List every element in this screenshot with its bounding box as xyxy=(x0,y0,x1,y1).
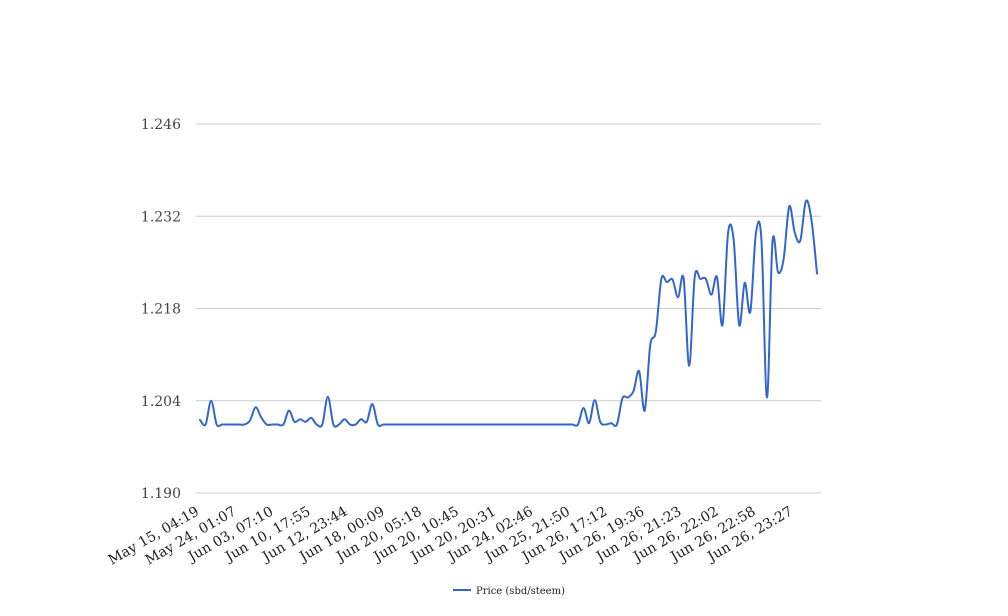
series-layer xyxy=(199,199,818,428)
legend[interactable]: Price (sbd/steem) xyxy=(453,586,565,597)
legend-label: Price (sbd/steem) xyxy=(476,586,565,597)
y-tick-label: 1.204 xyxy=(141,394,181,410)
y-tick-label: 1.232 xyxy=(141,209,181,225)
y-tick-label: 1.218 xyxy=(141,302,181,318)
x-axis-tick-labels: May 15, 04:19 May 24, 01:07 Jun 03, 07:1… xyxy=(106,504,796,569)
y-tick-label: 1.246 xyxy=(141,117,181,133)
grid-layer xyxy=(196,123,821,494)
y-axis-tick-labels: 1.246 1.232 1.218 1.204 1.190 xyxy=(141,117,181,502)
series-line-price xyxy=(199,199,818,428)
y-tick-label: 1.190 xyxy=(141,486,181,502)
